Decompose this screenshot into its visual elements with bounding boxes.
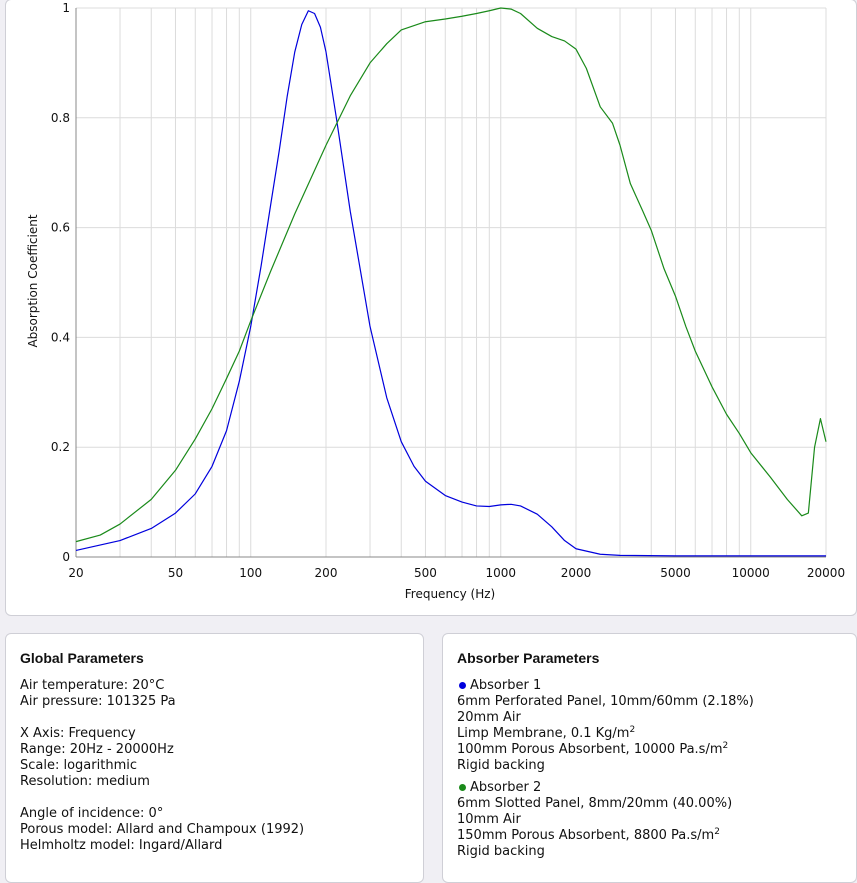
x-tick-label: 20000: [807, 566, 845, 580]
y-tick-label: 0.2: [51, 440, 70, 454]
global-parameters-title: Global Parameters: [20, 650, 144, 666]
y-tick-label: 0.6: [51, 221, 70, 235]
absorber-1-name: Absorber 1: [470, 678, 542, 693]
absorber-1-layer-1: 6mm Perforated Panel, 10mm/60mm (2.18%): [457, 694, 754, 709]
x-axis-setting: X Axis: Frequency: [20, 726, 136, 741]
x-tick-label: 2000: [561, 566, 592, 580]
x-tick-label: 1000: [485, 566, 516, 580]
x-tick-label: 100: [239, 566, 262, 580]
y-tick-label: 0.8: [51, 111, 70, 125]
angle-of-incidence: Angle of incidence: 0°: [20, 806, 164, 821]
helmholtz-model: Helmholtz model: Ingard/Allard: [20, 838, 223, 853]
absorber-1-block: Absorber 1 6mm Perforated Panel, 10mm/60…: [457, 678, 754, 774]
x-tick-label: 500: [414, 566, 437, 580]
porous-model: Porous model: Allard and Champoux (1992): [20, 822, 305, 837]
absorber-parameters-panel: Absorber Parameters Absorber 1 6mm Perfo…: [442, 633, 857, 883]
absorber-parameters-title: Absorber Parameters: [457, 650, 600, 666]
absorber-1-layer-4: 100mm Porous Absorbent, 10000 Pa.s/m2: [457, 741, 729, 758]
x-tick-label: 5000: [660, 566, 691, 580]
absorber-2-block: Absorber 2 6mm Slotted Panel, 8mm/20mm (…: [457, 780, 754, 860]
absorber-1-dot-icon: [459, 681, 466, 689]
absorber-2-layer-1: 6mm Slotted Panel, 8mm/20mm (40.00%): [457, 796, 733, 811]
x-tick-label: 10000: [732, 566, 770, 580]
absorber-2-name: Absorber 2: [470, 780, 542, 795]
absorber-2-dot-icon: [459, 783, 466, 791]
absorber-1-layer-3: Limp Membrane, 0.1 Kg/m2: [457, 725, 636, 742]
y-tick-label: 1: [62, 1, 70, 15]
absorption-chart: 20 50 100 200 500 1000 2000 5000 10000 20000 0 0.2…: [26, 1, 845, 601]
absorber-2-layer-3: 150mm Porous Absorbent, 8800 Pa.s/m2: [457, 827, 720, 844]
y-axis-label: Absorption Coefficient: [26, 214, 40, 347]
series-line-absorber-2: [75, 7, 827, 543]
absorber-2-layer-2: 10mm Air: [457, 812, 521, 827]
absorber-1-layer-2: 20mm Air: [457, 710, 521, 725]
series-line-absorber-1: [75, 10, 826, 557]
y-tick-label: 0.4: [51, 330, 70, 344]
global-parameters-panel: Global Parameters Air temperature: 20°C …: [5, 633, 424, 883]
y-tick-label: 0: [62, 550, 70, 564]
chart-panel: 20 50 100 200 500 1000 2000 5000 10000 20000 0 0.2…: [5, 0, 857, 616]
x-tick-label: 50: [168, 566, 183, 580]
x-axis-label: Frequency (Hz): [405, 587, 496, 601]
resolution-setting: Resolution: medium: [20, 774, 150, 789]
air-temperature: Air temperature: 20°C: [20, 678, 165, 693]
air-pressure: Air pressure: 101325 Pa: [20, 694, 176, 709]
x-tick-label: 20: [68, 566, 83, 580]
range-setting: Range: 20Hz - 20000Hz: [20, 742, 174, 757]
x-tick-label: 200: [315, 566, 338, 580]
absorber-1-layer-5: Rigid backing: [457, 758, 545, 773]
absorber-2-layer-4: Rigid backing: [457, 844, 545, 859]
scale-setting: Scale: logarithmic: [20, 758, 137, 773]
